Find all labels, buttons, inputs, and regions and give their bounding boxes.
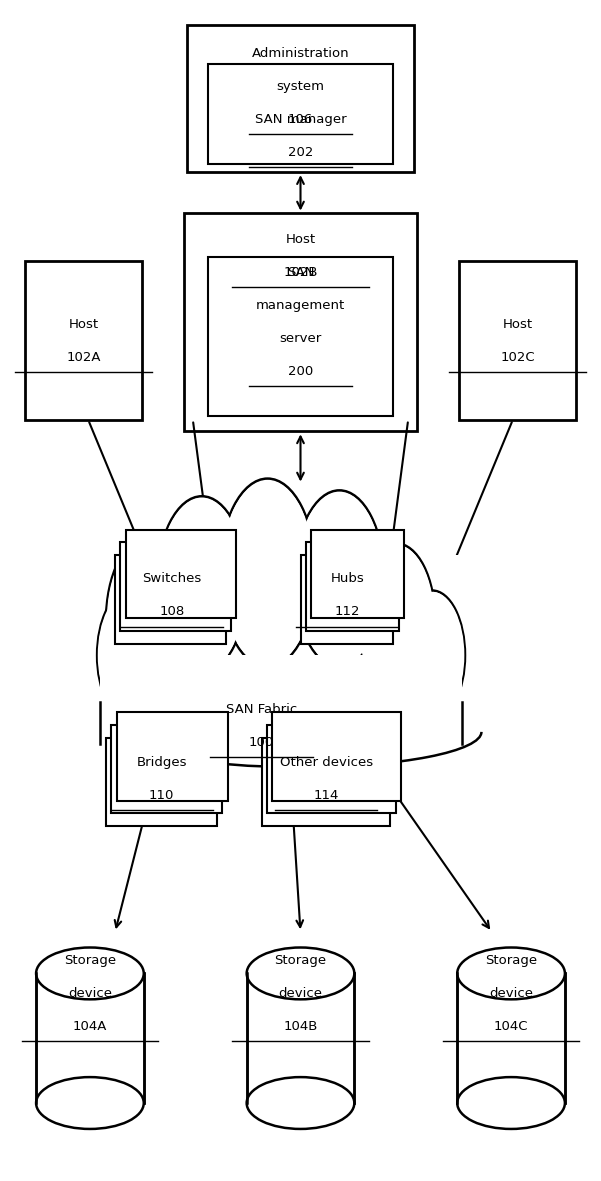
Ellipse shape — [457, 1077, 565, 1129]
Bar — [261, 738, 390, 827]
Circle shape — [98, 592, 162, 719]
Text: 102A: 102A — [66, 351, 100, 364]
Text: Storage: Storage — [485, 954, 537, 967]
Text: Host: Host — [69, 318, 99, 331]
Bar — [459, 261, 576, 419]
Text: 104B: 104B — [283, 1020, 318, 1033]
Text: Administration: Administration — [252, 47, 349, 60]
Text: SAN: SAN — [287, 266, 314, 279]
Text: 200: 200 — [288, 365, 313, 378]
Bar — [208, 64, 393, 164]
Text: Hubs: Hubs — [331, 573, 364, 586]
Text: SAN manager: SAN manager — [255, 112, 346, 125]
Bar — [111, 725, 222, 814]
Text: 110: 110 — [149, 789, 174, 802]
Circle shape — [358, 543, 435, 697]
Circle shape — [221, 481, 314, 665]
Bar — [246, 973, 355, 1103]
Text: 100: 100 — [249, 736, 274, 749]
Text: system: system — [276, 80, 325, 93]
Text: 102B: 102B — [283, 266, 318, 279]
Bar — [272, 712, 401, 801]
Circle shape — [294, 490, 384, 667]
Bar — [184, 214, 417, 431]
Text: Storage: Storage — [275, 954, 326, 967]
Bar — [126, 530, 236, 618]
Circle shape — [157, 496, 246, 673]
Bar — [36, 973, 144, 1103]
Bar — [120, 542, 231, 631]
Ellipse shape — [457, 947, 565, 999]
Text: 104C: 104C — [494, 1020, 528, 1033]
Text: Switches: Switches — [142, 573, 201, 586]
Text: 202: 202 — [288, 145, 313, 158]
Bar — [106, 738, 217, 827]
Bar — [311, 530, 404, 618]
Text: device: device — [278, 987, 323, 1000]
Text: 112: 112 — [334, 605, 360, 618]
Bar — [187, 25, 414, 172]
Text: 104A: 104A — [73, 1020, 107, 1033]
Circle shape — [107, 540, 189, 700]
Text: Host: Host — [285, 233, 316, 246]
Text: 108: 108 — [159, 605, 185, 618]
Bar — [100, 555, 462, 744]
Text: device: device — [489, 987, 533, 1000]
Bar — [267, 725, 395, 814]
Circle shape — [358, 544, 435, 694]
Bar — [208, 257, 393, 416]
Text: Bridges: Bridges — [136, 756, 187, 769]
Text: SAN Fabric: SAN Fabric — [226, 703, 297, 716]
Bar — [117, 712, 228, 801]
Circle shape — [158, 498, 246, 671]
Ellipse shape — [246, 947, 355, 999]
Circle shape — [400, 592, 465, 719]
Ellipse shape — [246, 1077, 355, 1129]
Circle shape — [220, 478, 316, 667]
Bar — [25, 261, 142, 419]
Bar — [306, 542, 398, 631]
Circle shape — [97, 590, 163, 720]
Bar — [115, 555, 226, 644]
Ellipse shape — [36, 1077, 144, 1129]
Text: 102C: 102C — [501, 351, 535, 364]
Text: Host: Host — [502, 318, 532, 331]
Circle shape — [399, 590, 465, 720]
Text: Other devices: Other devices — [279, 756, 373, 769]
Text: device: device — [68, 987, 112, 1000]
Text: server: server — [279, 332, 322, 345]
Bar — [100, 655, 462, 756]
Text: 114: 114 — [314, 789, 339, 802]
Bar — [457, 973, 565, 1103]
Text: management: management — [256, 299, 345, 312]
Circle shape — [296, 492, 383, 665]
Bar — [300, 555, 393, 644]
Circle shape — [106, 537, 190, 703]
Text: Storage: Storage — [64, 954, 116, 967]
Text: 106: 106 — [288, 112, 313, 125]
Ellipse shape — [36, 947, 144, 999]
